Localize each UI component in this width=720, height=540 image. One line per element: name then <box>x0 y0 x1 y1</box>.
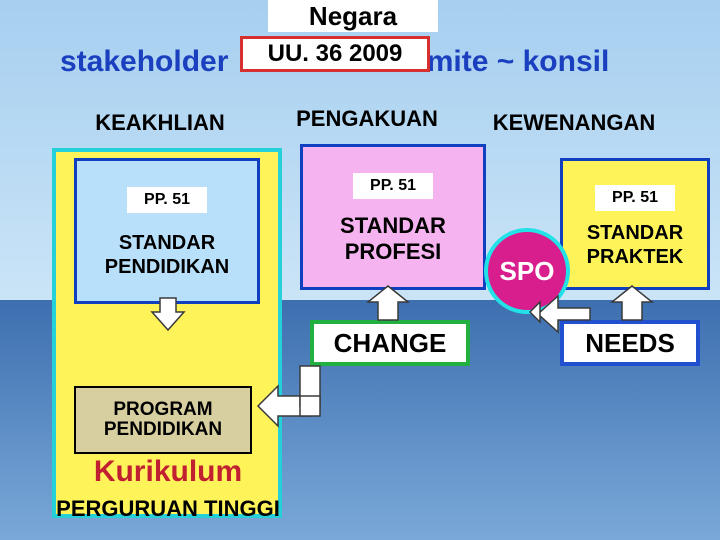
negara-box: Negara <box>268 0 438 32</box>
kurikulum-label: Kurikulum <box>94 455 242 489</box>
program-label: PROGRAM PENDIDIKAN <box>76 400 250 440</box>
stakeholder-text: stakeholder <box>60 45 228 79</box>
pengakuan-label: PENGAKUAN <box>296 106 438 132</box>
change-box: CHANGE <box>310 320 470 366</box>
spo-label: SPO <box>500 256 555 287</box>
perguruan-label: PERGURUAN TINGGI <box>56 496 280 522</box>
standar-praktek: STANDAR PRAKTEK <box>563 221 707 269</box>
col-keakhlian: KEAKHLIAN <box>60 108 260 138</box>
spo-circle: SPO <box>484 228 570 314</box>
standar-pendidikan: STANDAR PENDIDIKAN <box>77 231 257 279</box>
col2-box: PP. 51 STANDAR PROFESI <box>300 144 486 290</box>
needs-box: NEEDS <box>560 320 700 366</box>
uu-box: UU. 36 2009 <box>240 36 430 72</box>
change-label: CHANGE <box>334 328 447 359</box>
pp-label: PP. 51 <box>370 177 416 195</box>
pp-badge-3: PP. 51 <box>595 185 675 211</box>
standar-profesi: STANDAR PROFESI <box>303 213 483 266</box>
program-box: PROGRAM PENDIDIKAN <box>74 386 252 454</box>
col-pengakuan: PENGAKUAN <box>262 104 472 134</box>
needs-label: NEEDS <box>585 328 675 359</box>
negara-label: Negara <box>309 1 397 32</box>
pp-badge-1: PP. 51 <box>127 187 207 213</box>
uu-label: UU. 36 2009 <box>268 40 403 68</box>
keakhlian-label: KEAKHLIAN <box>95 110 225 136</box>
col1-inner: PP. 51 STANDAR PENDIDIKAN <box>74 158 260 304</box>
perguruan-tinggi: PERGURUAN TINGGI <box>38 494 298 524</box>
pp-label: PP. 51 <box>612 189 658 207</box>
diagram-stage: stakeholder omite ~ konsil Negara UU. 36… <box>0 0 720 540</box>
pp-label: PP. 51 <box>144 191 190 209</box>
col-kewenangan: KEWENANGAN <box>454 108 694 138</box>
kewenangan-label: KEWENANGAN <box>493 110 656 136</box>
kurikulum-text: Kurikulum <box>78 454 258 490</box>
komite-text: omite ~ konsil <box>408 45 609 79</box>
pp-badge-2: PP. 51 <box>353 173 433 199</box>
col3-box: PP. 51 STANDAR PRAKTEK <box>560 158 710 290</box>
